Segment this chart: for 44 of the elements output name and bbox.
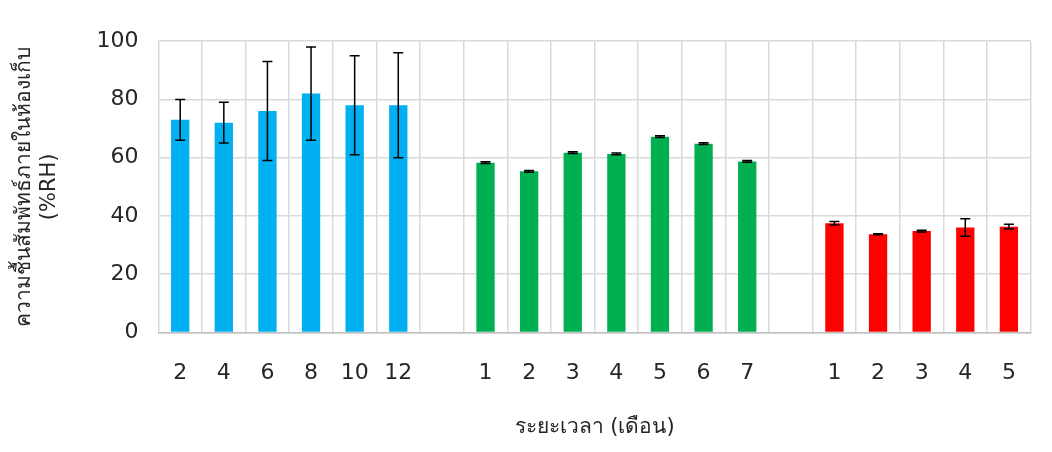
- bar: [214, 122, 233, 332]
- x-tick-label: 5: [1001, 359, 1016, 385]
- y-tick-label: 40: [110, 201, 139, 227]
- x-axis-title: ระยะเวลา (เดือน): [514, 413, 675, 438]
- bar: [519, 171, 539, 332]
- bar: [607, 153, 626, 332]
- x-tick-label: 6: [260, 359, 275, 385]
- y-tick-label: 0: [124, 318, 139, 344]
- bar: [258, 111, 277, 332]
- x-tick-label: 4: [609, 359, 624, 385]
- x-tick-label: 4: [958, 359, 973, 385]
- x-tick-label: 2: [522, 359, 537, 385]
- x-tick-label: 10: [340, 359, 369, 385]
- y-tick-label: 20: [110, 259, 139, 285]
- x-tick-label: 12: [384, 359, 413, 385]
- bar: [650, 136, 670, 332]
- x-tick-label: 4: [216, 359, 231, 385]
- bar: [956, 227, 975, 332]
- x-tick-label: 8: [304, 359, 319, 385]
- bar: [301, 93, 321, 332]
- bar: [476, 162, 495, 332]
- x-tick-label: 6: [696, 359, 711, 385]
- x-tick-label: 3: [565, 359, 580, 385]
- bar: [563, 152, 582, 332]
- bar: [738, 161, 757, 332]
- bar: [171, 119, 190, 332]
- y-axis-title: ความชื้นสัมพัทธ์ภายในห้องเก็บ (%RH): [8, 46, 61, 327]
- bar: [868, 234, 888, 332]
- bar: [999, 226, 1019, 332]
- x-tick-label: 5: [652, 359, 667, 385]
- x-tick-label: 1: [478, 359, 493, 385]
- y-tick-label: 60: [110, 143, 139, 169]
- x-tick-label: 2: [871, 359, 886, 385]
- bar: [345, 105, 364, 332]
- bar: [389, 105, 408, 332]
- bar: [912, 231, 931, 332]
- x-tick-label: 1: [827, 359, 842, 385]
- bar: [694, 143, 713, 332]
- x-tick-label: 7: [740, 359, 755, 385]
- x-tick-label: 2: [173, 359, 188, 385]
- y-tick-label: 80: [110, 85, 139, 111]
- x-tick-label: 3: [914, 359, 929, 385]
- bar: [825, 223, 844, 332]
- y-tick-label: 100: [96, 26, 139, 52]
